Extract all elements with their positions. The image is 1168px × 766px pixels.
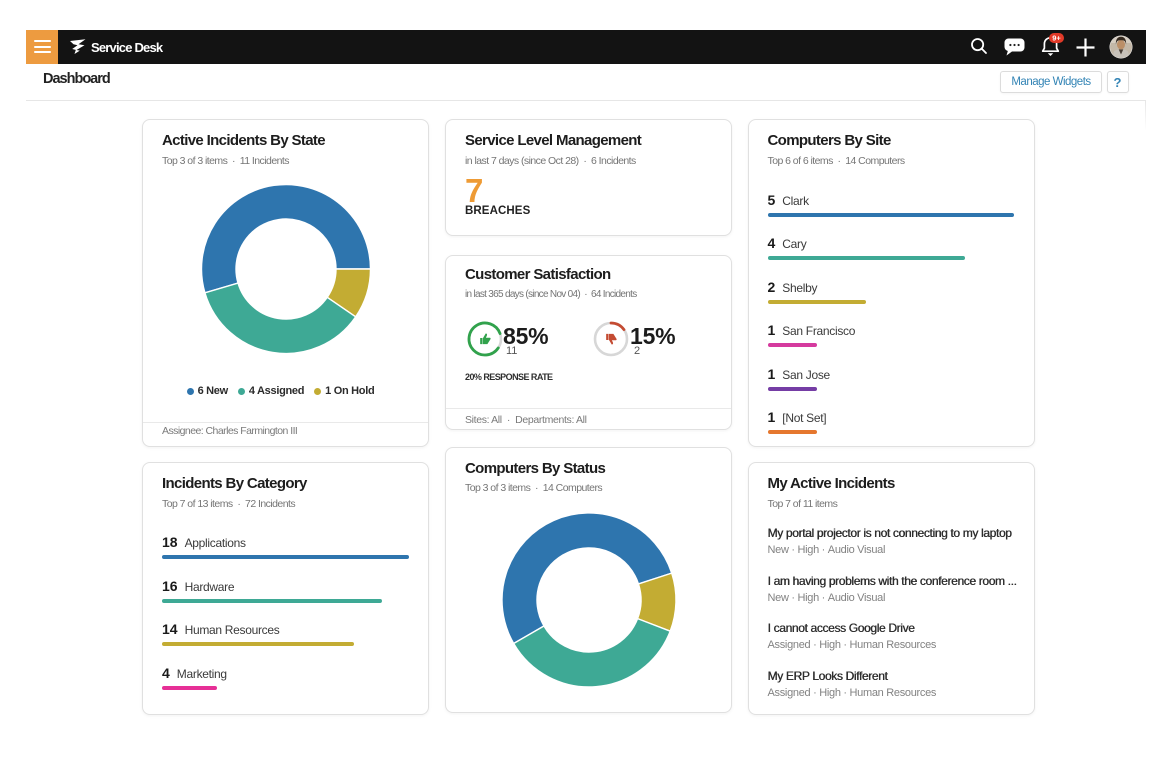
svg-text:9+: 9+	[1052, 34, 1061, 43]
